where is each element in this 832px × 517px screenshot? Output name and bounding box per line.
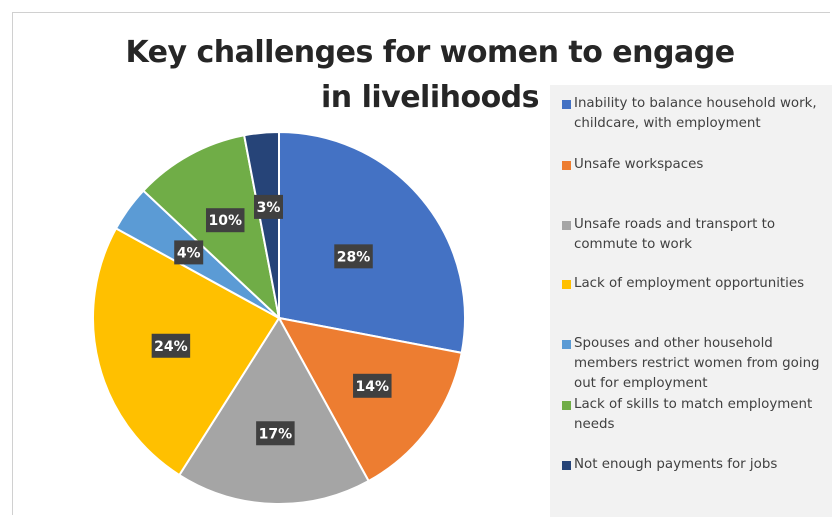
data-label: 4% [177,245,201,261]
pie-slice [278,130,466,355]
pie-data-labels: 28% 14% 17% 24% 4% 10% 3% [151,194,392,446]
legend-swatch [562,461,571,470]
data-label-box [353,373,392,398]
legend-item: Lack of employment opportunities [562,274,830,294]
legend-label: Not enough payments for jobs [574,457,778,472]
legend-swatch [562,221,571,230]
pie-slices [92,130,466,505]
data-label-box [174,240,204,265]
data-label-box [151,333,191,358]
data-label-box [253,194,283,219]
legend-swatch [562,161,571,170]
data-label-box [334,244,373,269]
pie-slice [242,130,280,319]
legend-label: Lack of employment opportunities [574,276,805,291]
legend-item: Not enough payments for jobs [562,455,830,475]
pie-slice [177,316,370,505]
legend-item: Unsafe workspaces [562,155,830,175]
legend-label: Inability to balance household work, chi… [574,96,817,131]
legend-swatch [562,401,571,410]
data-label-box [256,421,295,446]
data-label: 17% [259,426,293,442]
legend-item: Lack of skills to match employment needs [562,395,830,435]
data-label: 24% [154,339,188,355]
legend-label: Spouses and other household members rest… [574,336,820,391]
legend-item: Unsafe roads and transport to commute to… [562,215,830,255]
legend-label: Unsafe roads and transport to commute to… [574,217,776,252]
data-label-box [205,208,245,233]
legend-panel [550,85,832,517]
legend-swatch [562,100,571,109]
data-label: 3% [257,200,281,216]
pie-slice [277,316,463,483]
chart-title: Key challenges for women to engage in li… [125,35,735,115]
data-label: 28% [337,249,371,265]
data-label: 14% [356,379,390,395]
legend-item: Inability to balance household work, chi… [562,94,830,134]
legend-item: Spouses and other household members rest… [562,334,830,394]
legend-swatch [562,280,571,289]
data-label: 10% [208,213,242,229]
legend-swatch [562,340,571,349]
legend-label: Lack of skills to match employment needs [574,397,813,432]
legend-label: Unsafe workspaces [574,157,704,172]
